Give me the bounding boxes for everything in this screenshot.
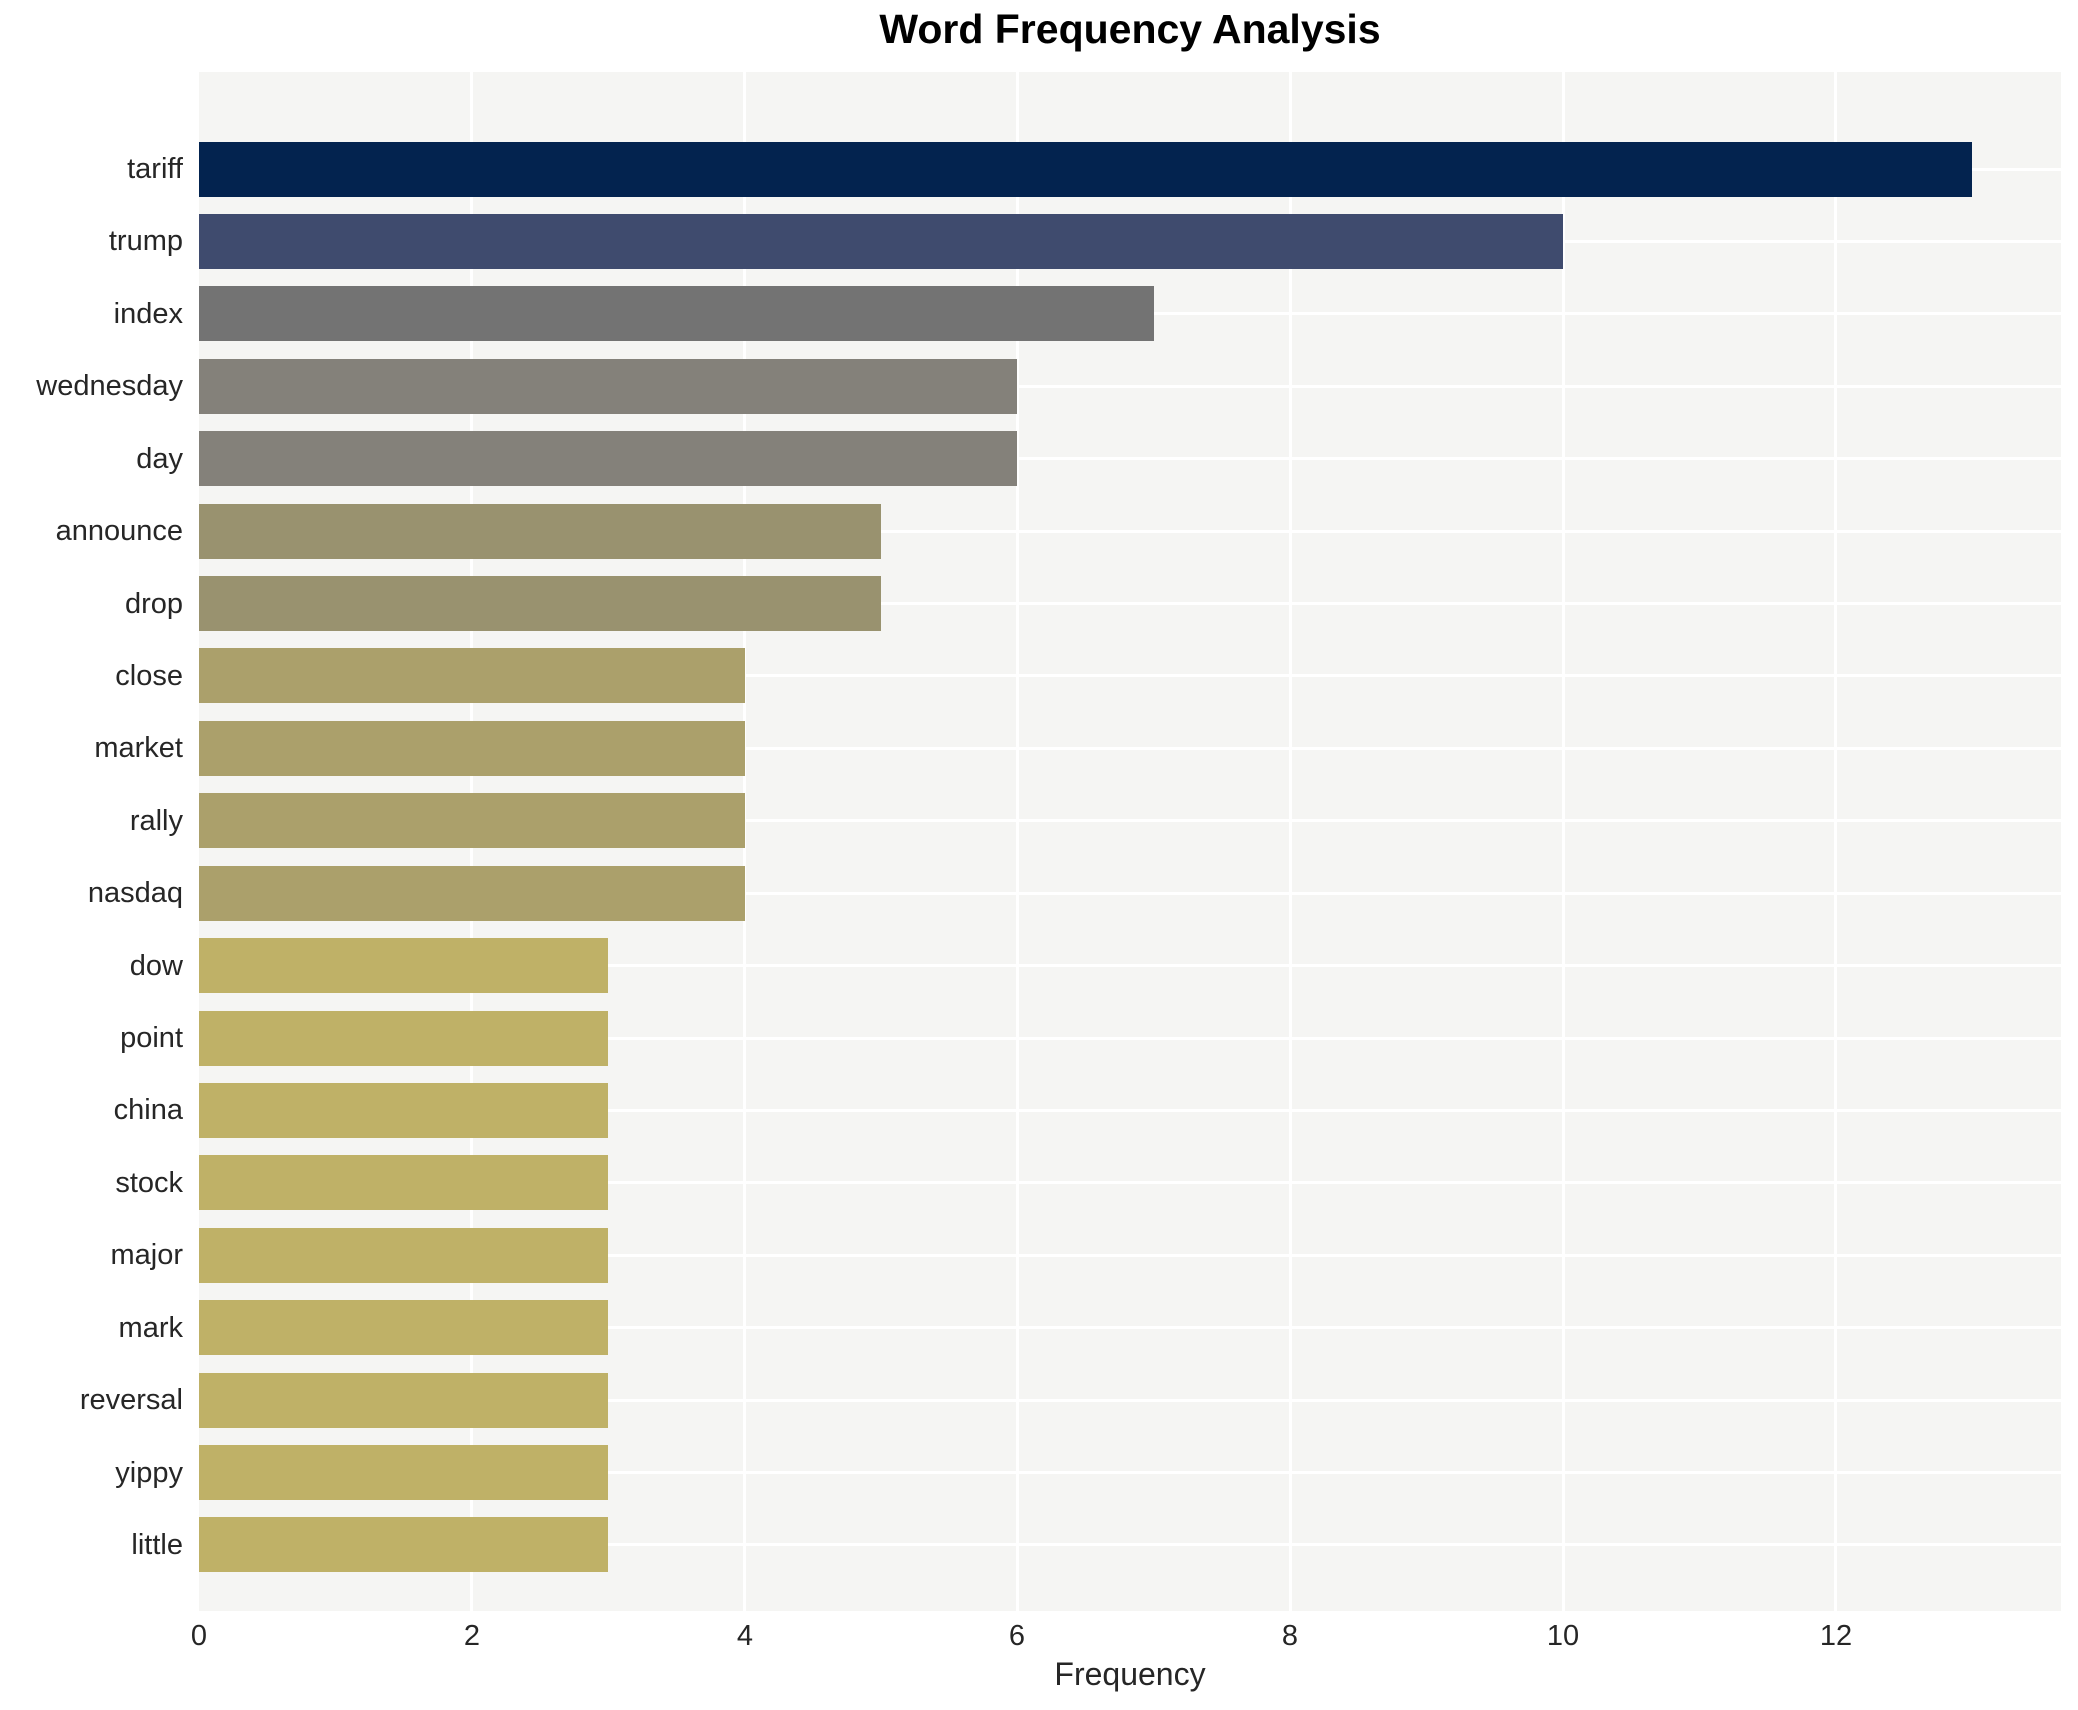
bar-mark — [199, 1300, 608, 1355]
gridline-horizontal — [199, 1399, 2061, 1402]
bar-announce — [199, 504, 881, 559]
gridline-horizontal — [199, 892, 2061, 895]
y-tick-label-index: index — [113, 298, 183, 330]
y-tick-label-major: major — [110, 1239, 183, 1271]
bar-day — [199, 431, 1017, 486]
bar-market — [199, 721, 745, 776]
x-tick-label-0: 0 — [190, 1620, 208, 1652]
x-tick-label-12: 12 — [1819, 1620, 1853, 1652]
bar-china — [199, 1083, 608, 1138]
y-tick-label-mark: mark — [118, 1312, 183, 1344]
y-tick-label-announce: announce — [55, 515, 183, 547]
gridline-horizontal — [199, 602, 2061, 605]
x-tick-label-8: 8 — [1281, 1620, 1299, 1652]
gridline-horizontal — [199, 819, 2061, 822]
gridline-horizontal — [199, 1471, 2061, 1474]
gridline-horizontal — [199, 747, 2061, 750]
gridline-horizontal — [199, 674, 2061, 677]
plot-area — [199, 72, 2061, 1611]
y-tick-label-point: point — [120, 1022, 183, 1054]
gridline-horizontal — [199, 385, 2061, 388]
y-tick-label-tariff: tariff — [127, 153, 183, 185]
bar-reversal — [199, 1373, 608, 1428]
y-tick-label-nasdaq: nasdaq — [87, 877, 183, 909]
gridline-horizontal — [199, 530, 2061, 533]
y-tick-label-stock: stock — [115, 1167, 183, 1199]
bar-major — [199, 1228, 608, 1283]
bar-stock — [199, 1155, 608, 1210]
x-tick-label-10: 10 — [1546, 1620, 1580, 1652]
gridline-horizontal — [199, 1109, 2061, 1112]
gridline-vertical — [1562, 72, 1565, 1611]
bar-drop — [199, 576, 881, 631]
y-tick-label-market: market — [94, 732, 183, 764]
gridline-horizontal — [199, 1543, 2061, 1546]
bar-wednesday — [199, 359, 1017, 414]
bar-dow — [199, 938, 608, 993]
x-axis-title: Frequency — [1054, 1656, 1206, 1692]
gridline-horizontal — [199, 964, 2061, 967]
bar-trump — [199, 214, 1563, 269]
x-tick-label-4: 4 — [736, 1620, 754, 1652]
gridline-vertical — [1834, 72, 1837, 1611]
gridline-horizontal — [199, 1326, 2061, 1329]
gridline-vertical — [1016, 72, 1019, 1611]
y-tick-label-rally: rally — [129, 805, 183, 837]
y-tick-label-little: little — [131, 1529, 183, 1561]
y-tick-label-china: china — [113, 1094, 183, 1126]
y-tick-label-drop: drop — [124, 588, 183, 620]
y-tick-label-reversal: reversal — [79, 1384, 183, 1416]
y-tick-label-day: day — [136, 443, 183, 475]
y-tick-label-dow: dow — [129, 950, 183, 982]
y-tick-label-yippy: yippy — [115, 1457, 183, 1489]
gridline-horizontal — [199, 457, 2061, 460]
bar-point — [199, 1011, 608, 1066]
bar-index — [199, 286, 1154, 341]
bar-yippy — [199, 1445, 608, 1500]
gridline-horizontal — [199, 1181, 2061, 1184]
bar-rally — [199, 793, 745, 848]
x-tick-label-2: 2 — [463, 1620, 481, 1652]
bar-close — [199, 648, 745, 703]
bar-little — [199, 1517, 608, 1572]
y-tick-label-trump: trump — [108, 225, 183, 257]
x-tick-label-6: 6 — [1008, 1620, 1026, 1652]
chart-title: Word Frequency Analysis — [879, 6, 1381, 52]
bar-nasdaq — [199, 866, 745, 921]
gridline-horizontal — [199, 1037, 2061, 1040]
y-tick-label-wednesday: wednesday — [36, 370, 183, 402]
bar-tariff — [199, 142, 1972, 197]
gridline-vertical — [1289, 72, 1292, 1611]
gridline-horizontal — [199, 1254, 2061, 1257]
y-tick-label-close: close — [115, 660, 183, 692]
